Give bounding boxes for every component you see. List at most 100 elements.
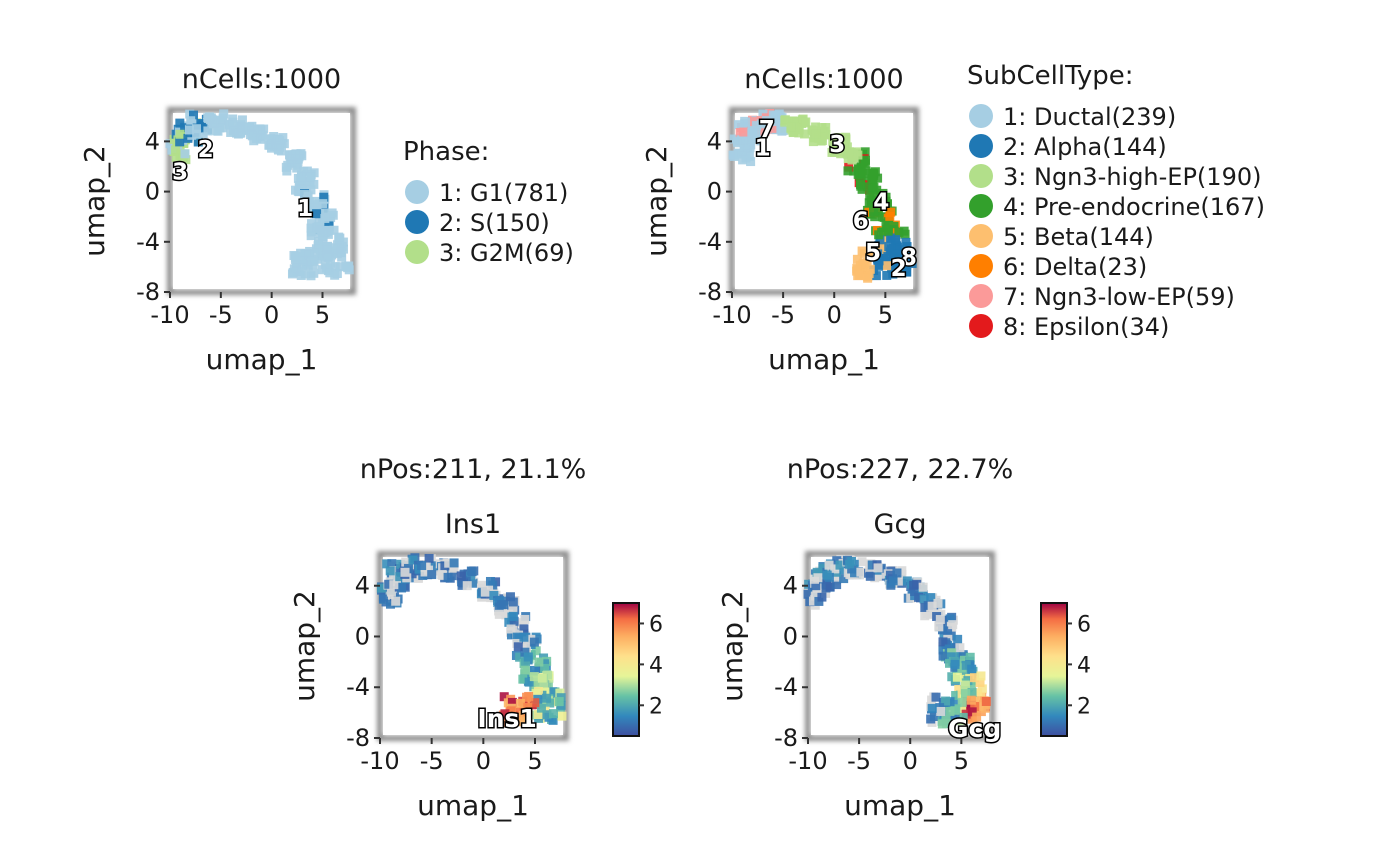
cell-point [327, 208, 337, 218]
cell-point [513, 642, 523, 652]
cell-point [854, 270, 864, 280]
cell-point [970, 673, 980, 683]
cell-point [852, 265, 862, 275]
cell-point [874, 230, 884, 240]
cell-point [952, 649, 962, 659]
cell-point [171, 153, 181, 163]
cell-point [306, 172, 316, 182]
cell-point [892, 568, 902, 578]
cell-point [395, 572, 405, 582]
cluster-label: 2 [891, 256, 907, 282]
cell-point [385, 566, 395, 576]
cell-point [180, 129, 190, 139]
cell-point [292, 154, 302, 164]
cell-point [303, 191, 313, 201]
cell-point [816, 136, 826, 146]
cluster-label: 6 [853, 208, 869, 234]
colorbar-tick-label: 6 [1077, 612, 1091, 637]
cell-point [886, 233, 896, 243]
legend-swatch [969, 164, 993, 188]
cell-point [489, 590, 499, 600]
cell-point [378, 594, 388, 604]
cell-point [500, 709, 510, 719]
cell-point [334, 242, 344, 252]
y-axis-label: umap_2 [640, 145, 673, 257]
cell-point [839, 574, 849, 584]
cell-point [485, 576, 495, 586]
cell-point [811, 581, 821, 591]
cell-point [957, 697, 967, 707]
cell-point [891, 235, 901, 245]
cell-point [545, 698, 555, 708]
cell-point [728, 150, 738, 160]
cell-point [401, 557, 411, 567]
cell-point [313, 221, 323, 231]
cell-point [893, 259, 903, 269]
cell-point [508, 604, 518, 614]
cell-point [857, 246, 867, 256]
cell-point [740, 122, 750, 132]
cell-point [830, 145, 840, 155]
cell-point [860, 158, 870, 168]
cell-point [319, 192, 329, 202]
legend-swatch [405, 180, 429, 204]
cell-point [247, 121, 257, 131]
cell-point [522, 692, 532, 702]
cell-point [839, 141, 849, 151]
cell-point [515, 698, 525, 708]
cell-point [325, 268, 335, 278]
cell-point [825, 582, 835, 592]
cell-point [387, 559, 397, 569]
cell-point [518, 674, 528, 684]
cell-point [311, 196, 321, 206]
gcg-panel: nPos:227, 22.7% Gcg -10 -5 0 5 -8 -4 0 4 umap_1 uma… [716, 454, 1091, 822]
cell-point [833, 572, 843, 582]
cell-point [935, 615, 945, 625]
cell-point [189, 110, 199, 120]
cell-point [927, 703, 937, 713]
cell-point [977, 684, 987, 694]
cell-point [293, 160, 303, 170]
cell-point [180, 149, 190, 159]
cell-point [902, 242, 912, 252]
cell-point [954, 684, 964, 694]
cell-point [496, 600, 506, 610]
cell-point [981, 696, 991, 706]
cell-point [844, 147, 854, 157]
cell-point [287, 157, 297, 167]
x-tick-label: -5 [847, 747, 871, 775]
cell-point [847, 152, 857, 162]
y-tick-label: 4 [707, 127, 722, 155]
cell-point [864, 207, 874, 217]
cell-point [494, 609, 504, 619]
cell-point [228, 117, 238, 127]
x-axis-label: umap_1 [206, 343, 318, 376]
cell-point [843, 166, 853, 176]
cell-point [185, 125, 195, 135]
legend-swatch [969, 314, 993, 338]
y-tick-label: -4 [698, 228, 722, 256]
cell-point [506, 716, 516, 726]
cell-point [882, 261, 892, 271]
cell-point [462, 581, 472, 591]
cell-point [898, 260, 908, 270]
cell-point [171, 145, 181, 155]
cell-point [868, 194, 878, 204]
cell-point [786, 122, 796, 132]
cell-point [867, 560, 877, 570]
cell-point [958, 712, 968, 722]
cell-point [976, 671, 986, 681]
cell-point [882, 270, 892, 280]
cell-point [865, 264, 875, 274]
cell-point [427, 570, 437, 580]
cell-point [746, 157, 756, 167]
cell-point [539, 679, 549, 689]
cell-point [542, 693, 552, 703]
cell-point [478, 580, 488, 590]
y-tick-label: 0 [355, 622, 370, 650]
cell-point [918, 582, 928, 592]
cell-point [943, 626, 953, 636]
x-tick-label: -5 [771, 301, 795, 329]
cell-point [279, 139, 289, 149]
cell-point [508, 611, 518, 621]
